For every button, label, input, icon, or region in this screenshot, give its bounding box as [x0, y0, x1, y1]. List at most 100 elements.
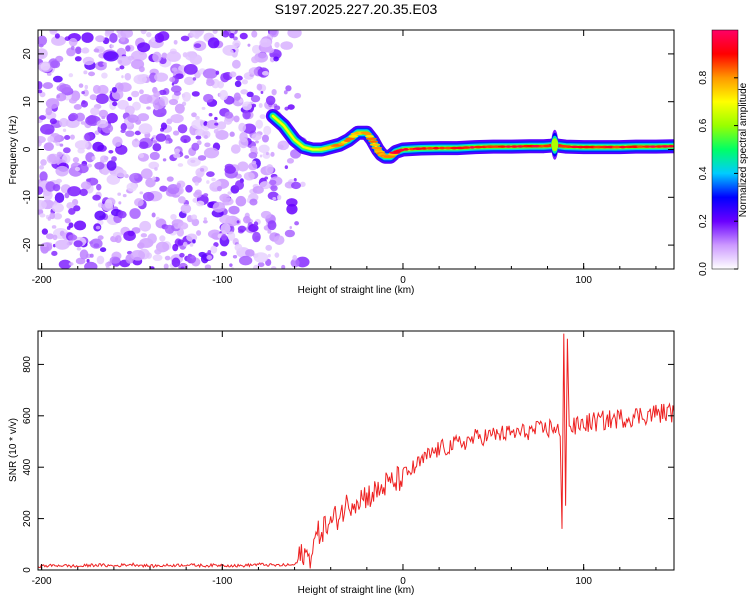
- noise-blob: [229, 71, 237, 78]
- noise-blob: [49, 30, 58, 35]
- noise-blob: [203, 193, 209, 197]
- signal-hotspot: [504, 145, 512, 148]
- noise-blob: [108, 149, 114, 154]
- spectrogram-y-tick-label: 0: [22, 146, 33, 152]
- noise-blob: [229, 33, 235, 39]
- noise-blob: [193, 43, 202, 49]
- noise-blob: [84, 84, 89, 90]
- noise-blob: [131, 50, 148, 62]
- snr-y-tick-label: 800: [22, 356, 33, 373]
- spectrogram-x-ticks: -200 -100 0 100: [32, 30, 657, 286]
- noise-blob: [211, 186, 215, 190]
- noise-blob: [41, 228, 48, 235]
- noise-blob: [47, 135, 55, 143]
- noise-blob: [115, 169, 127, 178]
- noise-blob: [224, 163, 234, 170]
- noise-blob: [52, 234, 58, 241]
- noise-blob: [67, 234, 78, 241]
- noise-blob: [139, 94, 153, 104]
- noise-blob: [140, 30, 147, 35]
- noise-blob: [172, 130, 180, 136]
- noise-blob: [117, 55, 132, 66]
- noise-blob: [54, 239, 70, 250]
- noise-blob: [179, 252, 185, 258]
- noise-blob: [191, 218, 200, 227]
- signal-hotspot: [348, 135, 359, 138]
- signal-vertical-spread: [551, 138, 559, 152]
- noise-blob: [55, 178, 63, 184]
- noise-blob: [42, 189, 53, 201]
- noise-blob: [99, 247, 107, 253]
- signal-hotspot: [497, 145, 507, 148]
- noise-blob: [130, 250, 146, 261]
- noise-blob: [190, 159, 196, 164]
- noise-blob: [81, 32, 94, 43]
- noise-blob: [165, 140, 169, 144]
- noise-blob: [167, 184, 180, 195]
- noise-blob: [265, 95, 276, 106]
- noise-blob: [74, 56, 82, 62]
- noise-blob: [79, 188, 88, 197]
- noise-blob: [105, 262, 110, 268]
- noise-blob: [265, 258, 272, 267]
- noise-blob: [95, 93, 109, 105]
- noise-blob: [85, 152, 95, 163]
- noise-blobs: [38, 30, 310, 269]
- noise-blob: [142, 191, 155, 202]
- noise-blob: [173, 152, 181, 159]
- noise-blob: [230, 30, 236, 34]
- noise-blob: [202, 131, 209, 137]
- noise-blob: [226, 48, 234, 56]
- noise-blob: [195, 128, 206, 136]
- noise-blob: [92, 194, 101, 201]
- noise-blob: [166, 51, 182, 62]
- noise-blob: [177, 222, 189, 230]
- noise-blob: [68, 98, 77, 104]
- signal-hotspot: [425, 147, 435, 150]
- noise-blob: [101, 202, 114, 212]
- noise-blob: [232, 255, 238, 259]
- noise-blob: [134, 138, 138, 142]
- noise-blob: [245, 249, 255, 257]
- noise-blob: [148, 161, 160, 170]
- noise-blob: [242, 101, 253, 111]
- noise-blob: [234, 180, 245, 190]
- noise-blob: [68, 112, 79, 121]
- noise-blob: [89, 94, 97, 101]
- noise-blob: [212, 30, 218, 34]
- noise-blob: [92, 84, 101, 94]
- spectrogram-x-tick-label: 0: [400, 275, 406, 286]
- noise-blob: [253, 221, 259, 227]
- noise-blob: [213, 128, 219, 134]
- noise-blob: [272, 196, 277, 201]
- noise-blob: [64, 218, 71, 224]
- noise-blob: [76, 247, 82, 251]
- noise-blob: [264, 176, 269, 180]
- noise-blob: [261, 134, 269, 143]
- signal-hotspot: [365, 137, 377, 141]
- snr-x-tick-label: -100: [212, 576, 232, 587]
- noise-blob: [93, 48, 100, 53]
- noise-blob: [203, 147, 220, 159]
- spectrogram-y-tick-label: -10: [22, 190, 33, 205]
- noise-blob: [173, 39, 178, 45]
- noise-blob: [253, 252, 269, 263]
- noise-blob: [204, 142, 211, 148]
- noise-blob: [64, 135, 71, 140]
- noise-blob: [220, 223, 231, 234]
- noise-blob: [238, 255, 253, 266]
- noise-blob: [231, 59, 241, 69]
- noise-blob: [146, 32, 152, 38]
- noise-blob: [101, 167, 110, 176]
- noise-blob: [138, 141, 149, 150]
- noise-blob: [38, 89, 43, 94]
- noise-blob: [170, 113, 184, 124]
- noise-blob: [229, 263, 233, 267]
- spectrogram-x-label: Height of straight line (km): [298, 285, 415, 296]
- noise-blob: [51, 35, 66, 46]
- noise-blob: [252, 103, 257, 108]
- noise-blob: [182, 241, 188, 247]
- colorbar-ticks: 0.0 0.2 0.4 0.6 0.8: [698, 70, 738, 276]
- signal-track: [265, 109, 674, 164]
- noise-blob: [152, 254, 163, 262]
